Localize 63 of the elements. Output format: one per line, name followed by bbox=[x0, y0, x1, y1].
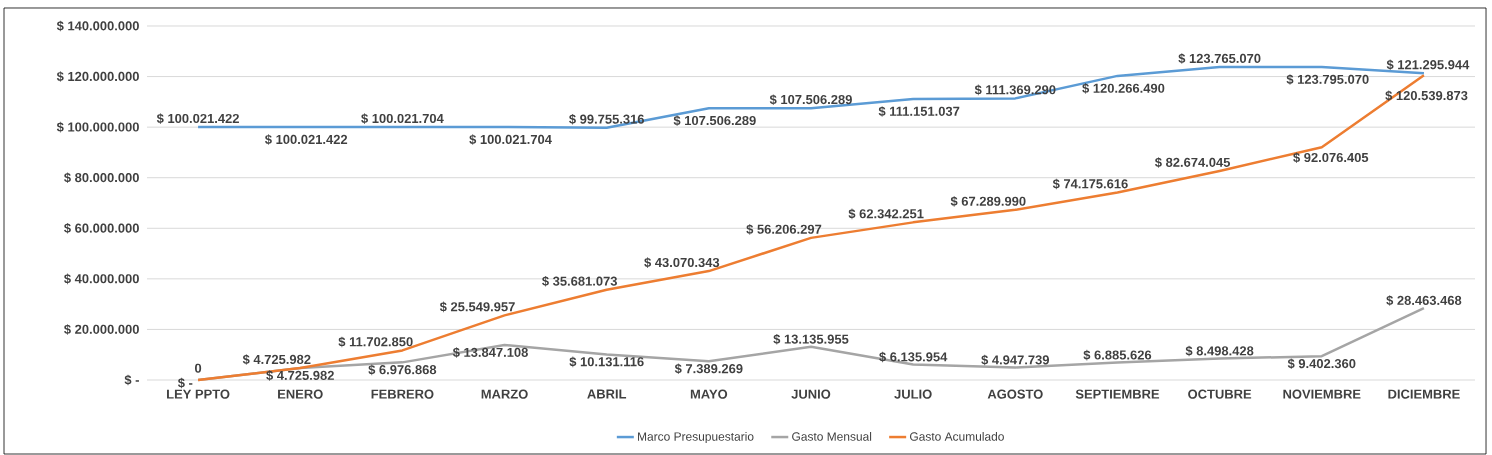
data-label: $ 99.755.316 bbox=[569, 113, 645, 125]
data-label: $ 74.175.616 bbox=[1052, 178, 1128, 190]
data-label: $ 4.725.982 bbox=[242, 354, 311, 365]
x-tick-label: FEBRERO bbox=[371, 389, 434, 399]
x-tick-label: MARZO bbox=[481, 389, 528, 399]
x-tick-label: SEPTIEMBRE bbox=[1075, 389, 1160, 399]
data-label: $ 82.674.045 bbox=[1154, 157, 1231, 168]
data-label: $ 120.539.873 bbox=[1385, 90, 1468, 101]
y-tick-label: $ 120.000.000 bbox=[56, 71, 139, 82]
x-tick-label: JULIO bbox=[894, 389, 932, 399]
data-label: 0 bbox=[194, 363, 202, 373]
y-tick-label: $ 40.000.000 bbox=[64, 273, 139, 285]
data-label: $ 4.947.739 bbox=[981, 354, 1050, 366]
y-tick-label: $ 100.000.000 bbox=[56, 121, 139, 133]
x-tick-label: MAYO bbox=[690, 389, 728, 399]
data-label: $ 100.021.422 bbox=[264, 134, 348, 145]
legend-label: Gasto Mensual bbox=[792, 431, 872, 441]
data-label: $ 7.389.269 bbox=[674, 363, 743, 375]
data-label: $ 8.498.428 bbox=[1185, 345, 1254, 357]
x-tick-label: ENERO bbox=[278, 389, 323, 399]
data-label: $ 92.076.405 bbox=[1293, 152, 1369, 163]
legend-label: Marco Presupuestario bbox=[638, 431, 754, 444]
y-tick-label: $ 60.000.000 bbox=[64, 223, 139, 234]
data-label: $ 121.295.944 bbox=[1386, 59, 1470, 71]
y-tick-label: $ 20.000.000 bbox=[64, 324, 139, 335]
x-tick-label: OCTUBRE bbox=[1188, 389, 1252, 399]
data-label: $ 120.266.490 bbox=[1082, 83, 1165, 94]
data-label: $ 123.795.070 bbox=[1286, 74, 1369, 85]
data-label: $ 6.976.868 bbox=[368, 364, 437, 376]
x-tick-label: DICIEMBRE bbox=[1388, 389, 1460, 399]
y-tick-label: $ 140.000.000 bbox=[56, 20, 139, 32]
data-label: $ - bbox=[177, 377, 193, 389]
data-label: $ 100.021.422 bbox=[156, 113, 239, 124]
data-label: $ 62.342.251 bbox=[848, 208, 924, 220]
x-tick-label: AGOSTO bbox=[987, 389, 1043, 399]
x-tick-label: LEY PPTO bbox=[167, 389, 230, 399]
data-label: $ 13.135.955 bbox=[773, 334, 849, 345]
data-label: $ 4.725.982 bbox=[266, 370, 334, 381]
data-label: $ 111.369.290 bbox=[974, 84, 1056, 96]
y-tick-label: $ 80.000.000 bbox=[64, 172, 139, 184]
data-label: $ 43.070.343 bbox=[644, 257, 720, 268]
data-label: $ 13.847.108 bbox=[452, 347, 528, 358]
y-tick-label: $ - bbox=[124, 374, 139, 386]
x-tick-label: JUNIO bbox=[791, 389, 831, 399]
x-tick-label: ABRIL bbox=[587, 389, 627, 399]
data-label: $ 56.206.297 bbox=[746, 224, 822, 235]
data-label: $ 67.289.990 bbox=[950, 196, 1026, 207]
data-label: $ 6.885.626 bbox=[1083, 349, 1152, 361]
data-label: $ 9.402.360 bbox=[1287, 358, 1356, 370]
data-label: $ 107.506.289 bbox=[673, 115, 756, 126]
data-label: $ 35.681.073 bbox=[542, 276, 617, 287]
data-label: $ 111.151.037 bbox=[878, 106, 960, 117]
data-label: $ 100.021.704 bbox=[469, 134, 552, 145]
x-tick-label: NOVIEMBRE bbox=[1283, 389, 1361, 399]
data-label: $ 28.463.468 bbox=[1386, 295, 1462, 306]
data-label: $ 100.021.704 bbox=[361, 113, 444, 124]
data-label: $ 10.131.116 bbox=[569, 356, 644, 368]
data-label: $ 11.702.850 bbox=[338, 336, 413, 348]
data-label: $ 123.765.070 bbox=[1178, 53, 1261, 64]
data-label: $ 107.506.289 bbox=[769, 94, 852, 105]
legend-label: Gasto Acumulado bbox=[910, 431, 1004, 441]
data-label: $ 25.549.957 bbox=[439, 301, 515, 313]
data-label: $ 6.135.954 bbox=[879, 351, 948, 363]
